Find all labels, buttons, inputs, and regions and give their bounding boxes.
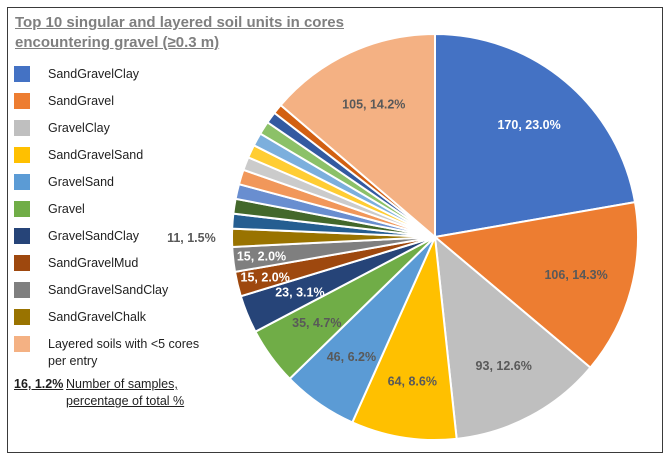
legend-label: SandGravelClay [48,67,140,81]
legend-item: SandGravelClay [14,66,218,83]
slice-data-label: 15, 2.0% [237,249,286,263]
pie-slice [351,233,458,441]
legend-item: SandGravelSandClay [14,282,218,299]
legend-item: GravelSand [14,174,218,191]
legend-item: GravelClay [14,120,218,137]
legend-item: Layered soils with <5 cores per entry [14,336,218,370]
note-sample-label: 16, 1.2% [14,377,64,391]
legend-swatch [14,174,30,190]
note-description: Number of samples, percentage of total % [66,376,184,410]
legend-item: Gravel [14,201,218,218]
slice-data-label: 64, 8.6% [388,374,437,388]
slice-data-label: 170, 23.0% [497,118,560,132]
legend-item: GravelSandClay [14,228,218,245]
slice-data-label: 46, 6.2% [327,350,376,364]
legend-swatch [14,201,30,217]
legend-item: SandGravelChalk [14,309,218,326]
legend-label: Layered soils with <5 cores per entry [48,337,200,368]
legend-swatch [14,147,30,163]
chart-title: Top 10 singular and layered soil units i… [15,14,344,51]
legend-swatch [14,120,30,136]
legend-item: SandGravel [14,93,218,110]
legend-label: Gravel [48,202,85,216]
legend-swatch [14,282,30,298]
pie-slice [433,234,592,440]
legend-note: 16, 1.2% Number of samples, percentage o… [14,376,184,410]
note-text-line2: percentage of total % [66,394,185,408]
legend-label: GravelClay [48,121,110,135]
pie-slice [432,200,640,370]
legend-label: SandGravelSandClay [48,283,169,297]
legend-item: SandGravelSand [14,147,218,164]
legend-label: SandGravelMud [48,256,139,270]
legend-swatch [14,309,30,325]
legend-item: SandGravelMud [14,255,218,272]
slice-data-label: 15, 2.0% [241,271,290,285]
slice-data-label: 35, 4.7% [292,316,341,330]
slice-data-label: 93, 12.6% [476,359,532,373]
note-text-line1: Number of samples, [66,377,178,391]
legend-swatch [14,66,30,82]
legend-swatch [14,336,30,352]
slice-data-label: 105, 14.2% [342,97,405,111]
legend-label: SandGravelSand [48,148,144,162]
legend-label: SandGravelChalk [48,310,146,324]
legend-label: GravelSandClay [48,229,140,243]
slice-data-label: 11, 1.5% [167,231,216,245]
legend-swatch [14,228,30,244]
pie-slice [279,32,436,240]
legend-label: SandGravel [48,94,115,108]
pie-slice [434,32,637,239]
legend-swatch [14,255,30,271]
slice-data-label: 106, 14.3% [544,268,607,282]
legend-swatch [14,93,30,109]
slice-data-label: 23, 3.1% [275,286,324,300]
legend-label: GravelSand [48,175,115,189]
